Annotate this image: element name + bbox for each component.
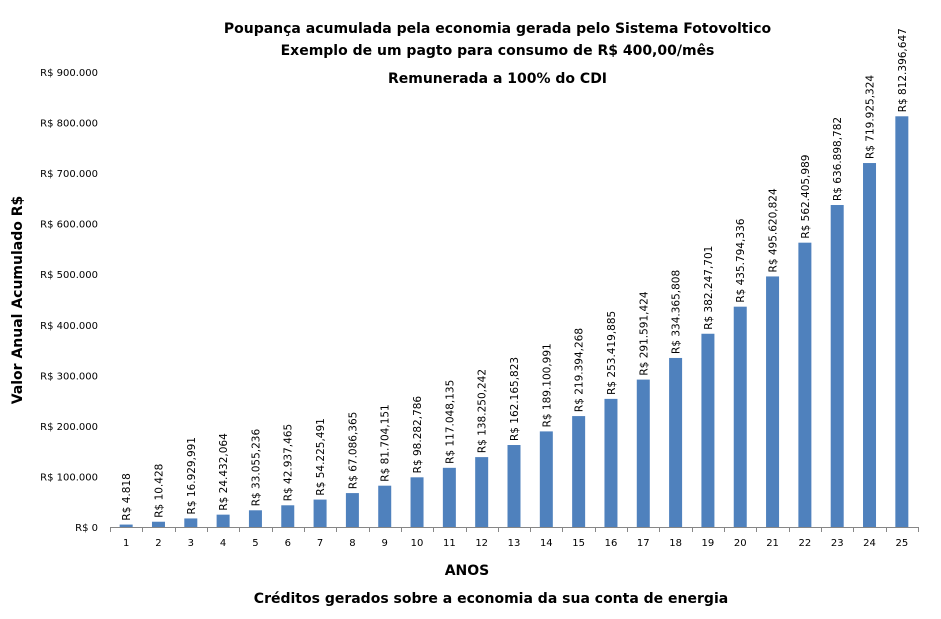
y-tick-label: R$ 700.000 xyxy=(40,169,98,180)
x-tick-label: 20 xyxy=(734,538,747,549)
bar xyxy=(863,163,877,527)
bar xyxy=(281,505,295,527)
x-tick-label: 19 xyxy=(702,538,715,549)
bar xyxy=(184,518,198,527)
bar xyxy=(669,357,683,527)
y-tick-label: R$ 200.000 xyxy=(40,422,98,433)
y-tick-label: R$ 400.000 xyxy=(40,321,98,332)
data-label: R$ 719.925,324 xyxy=(865,75,877,159)
data-label: R$ 435.794,336 xyxy=(735,218,747,302)
bar xyxy=(636,379,650,527)
x-tick-label: 13 xyxy=(508,538,521,549)
data-label: R$ 636.898,782 xyxy=(832,117,844,201)
y-tick-label: R$ 900.000 xyxy=(40,68,98,79)
x-axis-title: ANOS xyxy=(444,563,490,579)
x-tick-label: 12 xyxy=(475,538,488,549)
bar xyxy=(507,445,521,527)
x-tick-label: 10 xyxy=(411,538,424,549)
data-label: R$ 162.165,823 xyxy=(509,357,521,441)
data-label: R$ 4.818 xyxy=(121,473,133,520)
data-label: R$ 253.419,885 xyxy=(606,311,618,395)
y-tick-label: R$ 800.000 xyxy=(40,119,98,130)
bar xyxy=(830,205,844,528)
data-label: R$ 98.282,786 xyxy=(412,396,424,474)
bar xyxy=(442,467,456,527)
chart-title-line-1: Poupança acumulada pela economia gerada … xyxy=(223,21,772,37)
bar xyxy=(798,242,812,527)
x-tick-label: 9 xyxy=(382,538,388,549)
x-tick-label: 24 xyxy=(863,538,876,549)
y-axis-title: Valor Anual Acumulado R$ xyxy=(10,195,26,405)
x-tick-label: 8 xyxy=(349,538,355,549)
data-label: R$ 219.394,268 xyxy=(574,328,586,412)
data-label: R$ 81.704,151 xyxy=(380,404,392,481)
data-label: R$ 291.591,424 xyxy=(638,291,650,375)
data-label: R$ 562.405,989 xyxy=(800,155,812,239)
bar xyxy=(701,333,715,527)
data-label: R$ 33.055,236 xyxy=(250,429,262,507)
bar xyxy=(895,116,909,527)
data-label: R$ 382.247,701 xyxy=(703,246,715,330)
x-tick-label: 7 xyxy=(317,538,323,549)
x-tick-label: 5 xyxy=(252,538,258,549)
x-tick-label: 15 xyxy=(572,538,585,549)
bar xyxy=(248,510,262,527)
data-label: R$ 42.937,465 xyxy=(283,424,295,501)
data-label: R$ 117.048,135 xyxy=(444,380,456,464)
data-label: R$ 67.086,365 xyxy=(347,412,359,489)
bar xyxy=(313,499,327,527)
data-label: R$ 812.396,647 xyxy=(897,28,909,112)
bar xyxy=(151,521,165,527)
x-tick-label: 4 xyxy=(220,538,226,549)
x-tick-label: 1 xyxy=(123,538,129,549)
x-tick-label: 3 xyxy=(188,538,194,549)
bar xyxy=(766,276,780,527)
bar xyxy=(119,524,133,527)
bar xyxy=(345,493,359,527)
chart-title-line-2: Exemplo de um pagto para consumo de R$ 4… xyxy=(280,43,715,59)
bar xyxy=(572,416,586,527)
x-tick-label: 18 xyxy=(669,538,682,549)
x-tick-label: 17 xyxy=(637,538,650,549)
y-tick-label: R$ 100.000 xyxy=(40,472,98,483)
data-label: R$ 189.100,991 xyxy=(541,343,553,427)
x-tick-label: 16 xyxy=(605,538,618,549)
chart-title-line-3: Remunerada a 100% do CDI xyxy=(387,71,608,87)
data-label: R$ 495.620,824 xyxy=(768,188,780,272)
bar xyxy=(410,477,424,527)
x-tick-label: 2 xyxy=(155,538,161,549)
bar xyxy=(475,457,489,527)
y-tick-label: R$ 500.000 xyxy=(40,270,98,281)
x-tick-label: 11 xyxy=(443,538,456,549)
data-label: R$ 24.432,064 xyxy=(218,433,230,511)
data-label: R$ 334.365,808 xyxy=(671,270,683,354)
bar xyxy=(604,398,618,527)
x-tick-label: 14 xyxy=(540,538,553,549)
x-tick-label: 25 xyxy=(895,538,908,549)
bar xyxy=(539,431,553,527)
y-tick-label: R$ 300.000 xyxy=(40,371,98,382)
x-tick-label: 6 xyxy=(285,538,291,549)
data-label: R$ 138.250,242 xyxy=(477,369,489,453)
data-label: R$ 10.428 xyxy=(153,464,165,518)
x-tick-label: 21 xyxy=(766,538,779,549)
data-label: R$ 16.929,991 xyxy=(186,437,198,514)
data-label: R$ 54.225,491 xyxy=(315,418,327,495)
bar xyxy=(378,485,392,527)
y-tick-label: R$ 600.000 xyxy=(40,220,98,231)
bar xyxy=(216,514,230,527)
x-tick-label: 23 xyxy=(831,538,844,549)
bar xyxy=(733,306,747,527)
y-tick-label: R$ 0 xyxy=(75,523,98,534)
chart-footer: Créditos gerados sobre a economia da sua… xyxy=(253,591,729,607)
x-tick-label: 22 xyxy=(799,538,812,549)
